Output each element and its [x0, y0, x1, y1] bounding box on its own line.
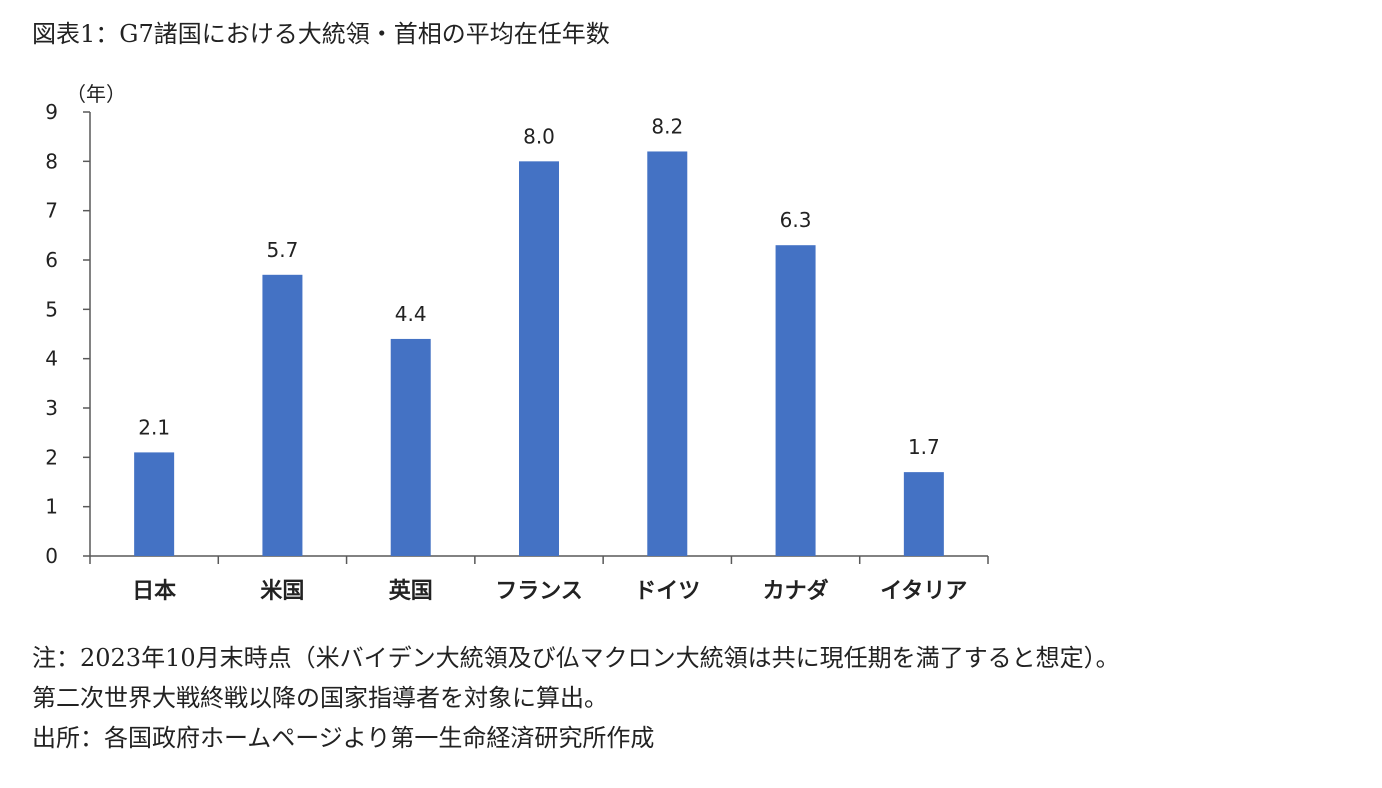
note-line-1: 注：2023年10月末時点（米バイデン大統領及び仏マクロン大統領は共に現任期を満…: [32, 644, 1120, 672]
category-label: イタリア: [880, 579, 967, 604]
y-tick-label: 5: [45, 297, 58, 321]
data-label: 8.2: [651, 114, 683, 138]
y-tick-label: 9: [45, 100, 58, 124]
bar: [647, 151, 688, 556]
bar: [390, 338, 431, 556]
category-label: 日本: [132, 579, 176, 604]
data-labels-group: 2.1 5.7 4.4 8.0 8.2 6.3 1.7: [138, 114, 940, 459]
category-label: ドイツ: [634, 579, 700, 604]
y-tick-label: 8: [45, 149, 58, 173]
bar-chart: （年） 0 1 2 3 4 5 6 7 8 9 2.1 5.7 4.4 8.0 8.2 6.3 1.7 日本 米…: [45, 82, 989, 604]
y-tick-label: 7: [45, 199, 58, 223]
notes-block: 注：2023年10月末時点（米バイデン大統領及び仏マクロン大統領は共に現任期を満…: [32, 638, 1120, 758]
bars-group: [134, 151, 944, 557]
bar: [262, 274, 303, 556]
y-tick-label: 2: [45, 445, 58, 469]
data-label: 2.1: [138, 415, 170, 439]
y-tick-label: 3: [45, 396, 58, 420]
note-line-2: 第二次世界大戦終戦以降の国家指導者を対象に算出。: [32, 684, 608, 712]
category-label: カナダ: [763, 578, 829, 604]
y-tick-label: 4: [45, 347, 58, 371]
y-tick-label: 1: [45, 495, 58, 519]
category-label: フランス: [495, 579, 583, 604]
data-label: 5.7: [267, 238, 299, 262]
y-tick-label: 6: [45, 248, 58, 272]
y-axis-ticks: 0 1 2 3 4 5 6 7 8 9: [45, 100, 90, 568]
data-label: 6.3: [780, 208, 812, 232]
bar: [775, 245, 816, 556]
category-labels-group: 日本 米国 英国 フランス ドイツ カナダ イタリア: [132, 578, 967, 604]
data-label: 4.4: [395, 302, 427, 326]
y-axis-unit-label: （年）: [66, 82, 126, 106]
x-axis-ticks: [89, 556, 989, 564]
bar: [903, 472, 944, 556]
bar: [519, 161, 559, 557]
note-line-3: 出所：各国政府ホームページより第一生命経済研究所作成: [32, 724, 655, 752]
category-label: 英国: [389, 579, 433, 604]
y-tick-label: 0: [45, 544, 58, 568]
chart-title: 図表1：G7諸国における大統領・首相の平均在任年数: [32, 20, 610, 48]
data-label: 1.7: [908, 435, 940, 459]
category-label: 米国: [260, 579, 304, 604]
bar: [134, 452, 175, 556]
data-label: 8.0: [523, 124, 555, 148]
